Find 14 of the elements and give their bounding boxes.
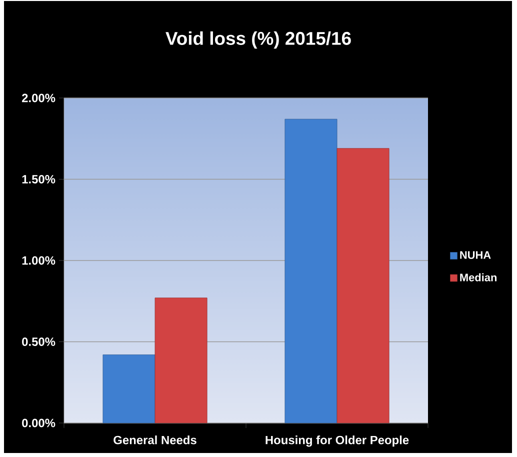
legend-label: NUHA (460, 251, 491, 259)
bar (102, 354, 156, 424)
y-tick-label: 0.00% (22, 418, 56, 428)
chart-title: Void loss (%) 2015/16 (166, 31, 351, 49)
bar (336, 148, 390, 424)
y-tick-label: 1.50% (22, 175, 56, 184)
y-tick-label: 1.00% (22, 256, 56, 265)
y-tick-label: 0.50% (22, 338, 56, 346)
x-tick-label: Housing for Older People (266, 436, 409, 447)
y-tick-label: 2.00% (22, 94, 56, 102)
x-tick-label: General Needs (114, 436, 196, 444)
bar (284, 118, 338, 424)
legend-label: Median (460, 273, 497, 282)
bar (154, 298, 208, 424)
